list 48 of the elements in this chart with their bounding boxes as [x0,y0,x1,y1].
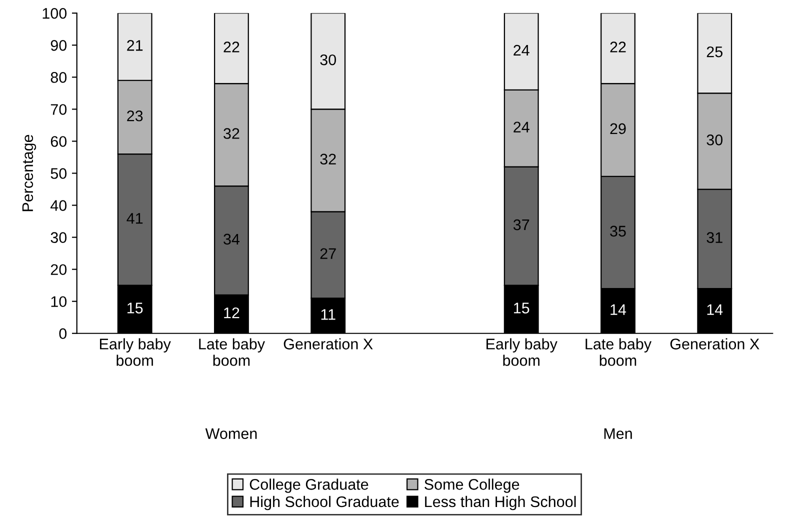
legend-label: Some College [424,478,520,493]
data-label: 30 [320,54,336,66]
data-label: 32 [320,154,336,165]
data-label: 24 [514,44,530,56]
data-label: 37 [513,219,530,230]
legend-label: High School Graduate [250,496,399,510]
text: Men [604,428,632,440]
x-tick-label: Late baby boom [586,338,652,366]
x-tick-label: Late baby boom [199,338,265,366]
y-tick-label: 40 [50,200,67,211]
data-label: 11 [321,309,336,320]
x-tick-label: Generation X [670,338,760,350]
data-label: 34 [224,234,240,245]
data-label: 25 [706,46,722,58]
data-label: 31 [706,232,722,243]
y-tick-label: 70 [50,104,67,115]
y-tick-label: 50 [50,168,67,179]
data-label: 14 [707,304,723,315]
y-tick-label: 90 [50,40,67,51]
data-label: 15 [128,302,143,314]
data-label: 32 [224,128,240,139]
data-label: 23 [127,110,143,122]
y-tick-label: 10 [51,296,67,308]
data-label: 22 [610,42,626,52]
data-label: 12 [224,307,240,318]
legend-label: College Graduate [250,478,368,493]
data-label: 35 [610,226,626,237]
y-tick-label: 80 [50,72,67,83]
data-label: 24 [514,122,530,132]
y-tick-label: 20 [50,264,67,276]
data-label: 41 [126,213,143,224]
data-label: 14 [610,304,626,315]
data-label: 29 [610,123,626,134]
x-tick-label: Early baby boom [100,338,171,366]
text: Women [205,428,257,440]
y-tick-label: 100 [42,8,67,19]
y-tick-label: 30 [50,232,67,243]
y-tick-label: 0 [59,328,67,340]
y-tick-label: 60 [50,136,67,147]
data-label: 30 [706,134,723,146]
x-tick-label: Generation X [284,338,373,350]
x-tick-label: Early baby boom [486,338,558,366]
legend-label: Less than High School [425,496,576,510]
data-label: 21 [127,40,143,51]
data-label: 22 [224,42,240,52]
y-axis-title: Percentage [22,134,36,212]
data-label: 27 [320,248,336,259]
data-label: 15 [514,302,530,314]
